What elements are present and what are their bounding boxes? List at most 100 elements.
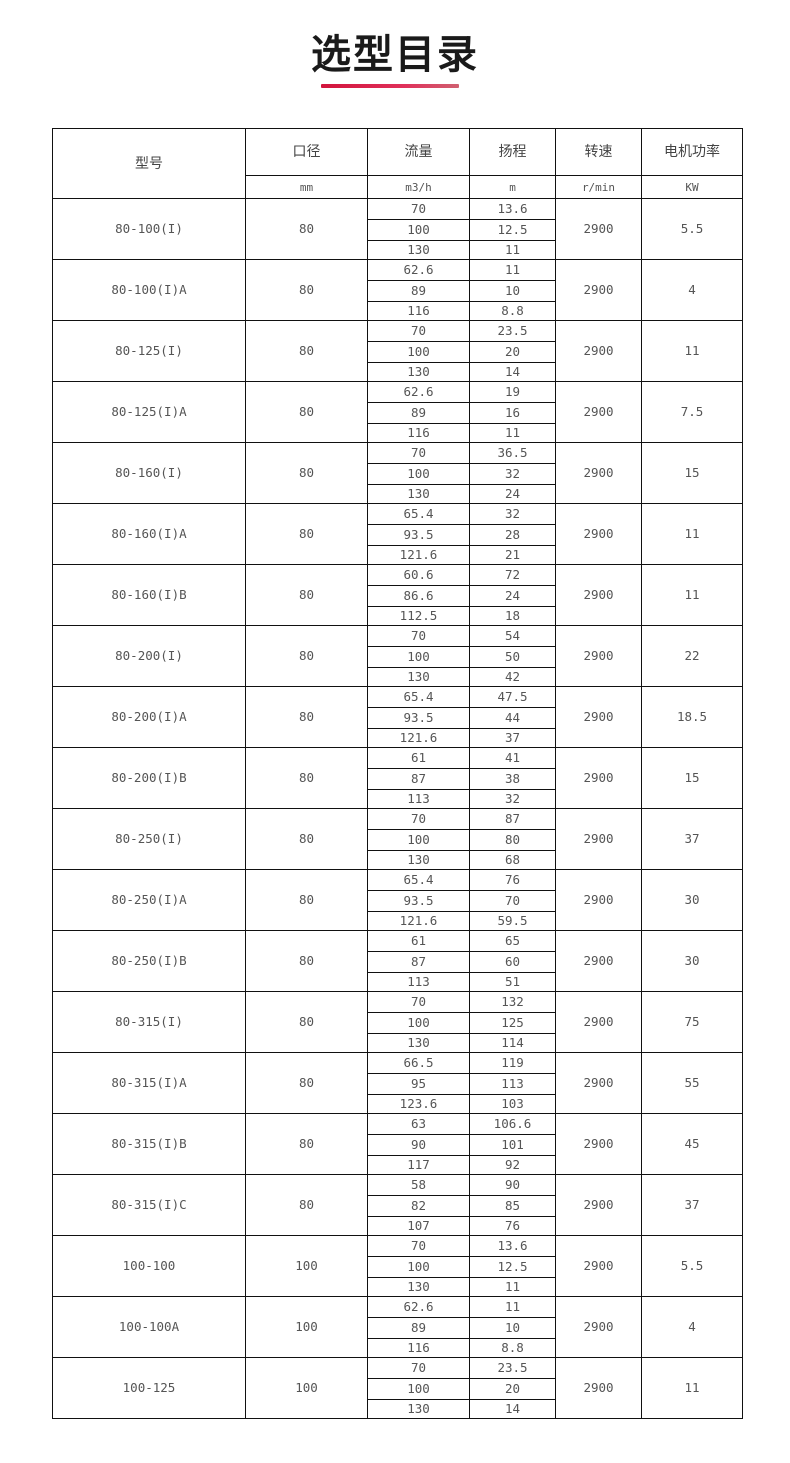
- head-cell: 13.6: [469, 1235, 556, 1257]
- table-row: 80-200(I)B 80 61 41 2900 15: [52, 747, 743, 809]
- power-cell: 11: [641, 503, 743, 565]
- head-cell: 11: [469, 1277, 556, 1297]
- table-row: 121.6 37: [53, 728, 743, 748]
- power-cell: 37: [641, 1174, 743, 1236]
- power-cell: 30: [641, 930, 743, 992]
- flow-cell: 70: [367, 991, 470, 1013]
- table-row: 80-100(I)A 80 62.6 11 2900 4: [52, 259, 743, 321]
- head-cell: 92: [469, 1155, 556, 1175]
- head-cell: 41: [469, 747, 556, 769]
- table-row: 130 14: [53, 1399, 743, 1419]
- speed-cell: 2900: [555, 564, 642, 626]
- table-row: 95 113: [53, 1073, 743, 1095]
- table-row: 80-160(I) 80 70 36.5 2900 15: [52, 442, 743, 504]
- diameter-cell: 100: [245, 1357, 368, 1419]
- flow-cell: 113: [367, 789, 470, 809]
- header-power: 电机功率: [641, 128, 743, 176]
- model-cell: 100-100: [52, 1235, 246, 1297]
- flow-cell: 116: [367, 423, 470, 443]
- power-cell: 5.5: [641, 1235, 743, 1297]
- head-cell: 11: [469, 423, 556, 443]
- power-cell: 15: [641, 747, 743, 809]
- table-row: 80-250(I)A 80 65.4 76 2900 30: [52, 869, 743, 931]
- head-cell: 101: [469, 1134, 556, 1156]
- flow-cell: 70: [367, 808, 470, 830]
- flow-cell: 121.6: [367, 728, 470, 748]
- model-cell: 80-160(I)B: [52, 564, 246, 626]
- speed-cell: 2900: [555, 686, 642, 748]
- head-cell: 54: [469, 625, 556, 647]
- power-cell: 55: [641, 1052, 743, 1114]
- diameter-cell: 80: [245, 381, 368, 443]
- table-row: 123.6 103: [53, 1094, 743, 1114]
- model-cell: 80-160(I): [52, 442, 246, 504]
- table-row: 100-125 100 70 23.5 2900 11: [52, 1357, 743, 1419]
- speed-cell: 2900: [555, 1052, 642, 1114]
- speed-cell: 2900: [555, 930, 642, 992]
- head-cell: 32: [469, 789, 556, 809]
- head-cell: 51: [469, 972, 556, 992]
- head-cell: 119: [469, 1052, 556, 1074]
- table-row: 80-315(I) 80 70 132 2900 75: [52, 991, 743, 1053]
- table-row: 100-100A 100 62.6 11 2900 4: [52, 1296, 743, 1358]
- unit-flow: m3/h: [367, 175, 470, 199]
- diameter-cell: 80: [245, 1052, 368, 1114]
- diameter-cell: 80: [245, 320, 368, 382]
- flow-cell: 70: [367, 442, 470, 464]
- flow-cell: 130: [367, 1033, 470, 1053]
- head-cell: 14: [469, 362, 556, 382]
- speed-cell: 2900: [555, 320, 642, 382]
- unit-diameter: mm: [245, 175, 368, 199]
- table-row: 80-250(I) 80 70 87 2900 37: [52, 808, 743, 870]
- head-cell: 11: [469, 259, 556, 281]
- power-cell: 45: [641, 1113, 743, 1175]
- table-row: 80-160(I)A 80 65.4 32 2900 11: [52, 503, 743, 565]
- head-cell: 23.5: [469, 320, 556, 342]
- table-row: 107 76: [53, 1216, 743, 1236]
- flow-cell: 100: [367, 646, 470, 668]
- table-row: 100-100 100 70 13.6 2900 5.5: [52, 1235, 743, 1297]
- diameter-cell: 80: [245, 259, 368, 321]
- flow-cell: 100: [367, 1378, 470, 1400]
- model-cell: 80-160(I)A: [52, 503, 246, 565]
- speed-cell: 2900: [555, 503, 642, 565]
- header-flow: 流量: [367, 128, 470, 176]
- flow-cell: 61: [367, 930, 470, 952]
- head-cell: 60: [469, 951, 556, 973]
- flow-cell: 70: [367, 625, 470, 647]
- unit-head: m: [469, 175, 556, 199]
- flow-cell: 61: [367, 747, 470, 769]
- speed-cell: 2900: [555, 747, 642, 809]
- speed-cell: 2900: [555, 991, 642, 1053]
- diameter-cell: 100: [245, 1235, 368, 1297]
- power-cell: 75: [641, 991, 743, 1053]
- flow-cell: 116: [367, 1338, 470, 1358]
- flow-cell: 87: [367, 768, 470, 790]
- speed-cell: 2900: [555, 808, 642, 870]
- diameter-cell: 80: [245, 869, 368, 931]
- head-cell: 85: [469, 1195, 556, 1217]
- head-cell: 90: [469, 1174, 556, 1196]
- power-cell: 11: [641, 320, 743, 382]
- table-row: 80-315(I)A 80 66.5 119 2900 55: [52, 1052, 743, 1114]
- flow-cell: 93.5: [367, 707, 470, 729]
- flow-cell: 62.6: [367, 1296, 470, 1318]
- head-cell: 20: [469, 341, 556, 363]
- head-cell: 10: [469, 280, 556, 302]
- table-row: 87 60: [53, 951, 743, 973]
- flow-cell: 112.5: [367, 606, 470, 626]
- flow-cell: 70: [367, 1235, 470, 1257]
- head-cell: 80: [469, 829, 556, 851]
- table-row: 93.5 70: [53, 890, 743, 912]
- flow-cell: 82: [367, 1195, 470, 1217]
- head-cell: 50: [469, 646, 556, 668]
- table-row: 80-315(I)C 80 58 90 2900 37: [52, 1174, 743, 1236]
- head-cell: 65: [469, 930, 556, 952]
- flow-cell: 58: [367, 1174, 470, 1196]
- selection-table: 型号 口径 流量 扬程 转速 电机功率 mm m3/h m r/min KW 8…: [52, 128, 743, 1419]
- table-row: 80-125(I) 80 70 23.5 2900 11: [52, 320, 743, 382]
- unit-speed: r/min: [555, 175, 642, 199]
- speed-cell: 2900: [555, 625, 642, 687]
- flow-cell: 93.5: [367, 890, 470, 912]
- head-cell: 132: [469, 991, 556, 1013]
